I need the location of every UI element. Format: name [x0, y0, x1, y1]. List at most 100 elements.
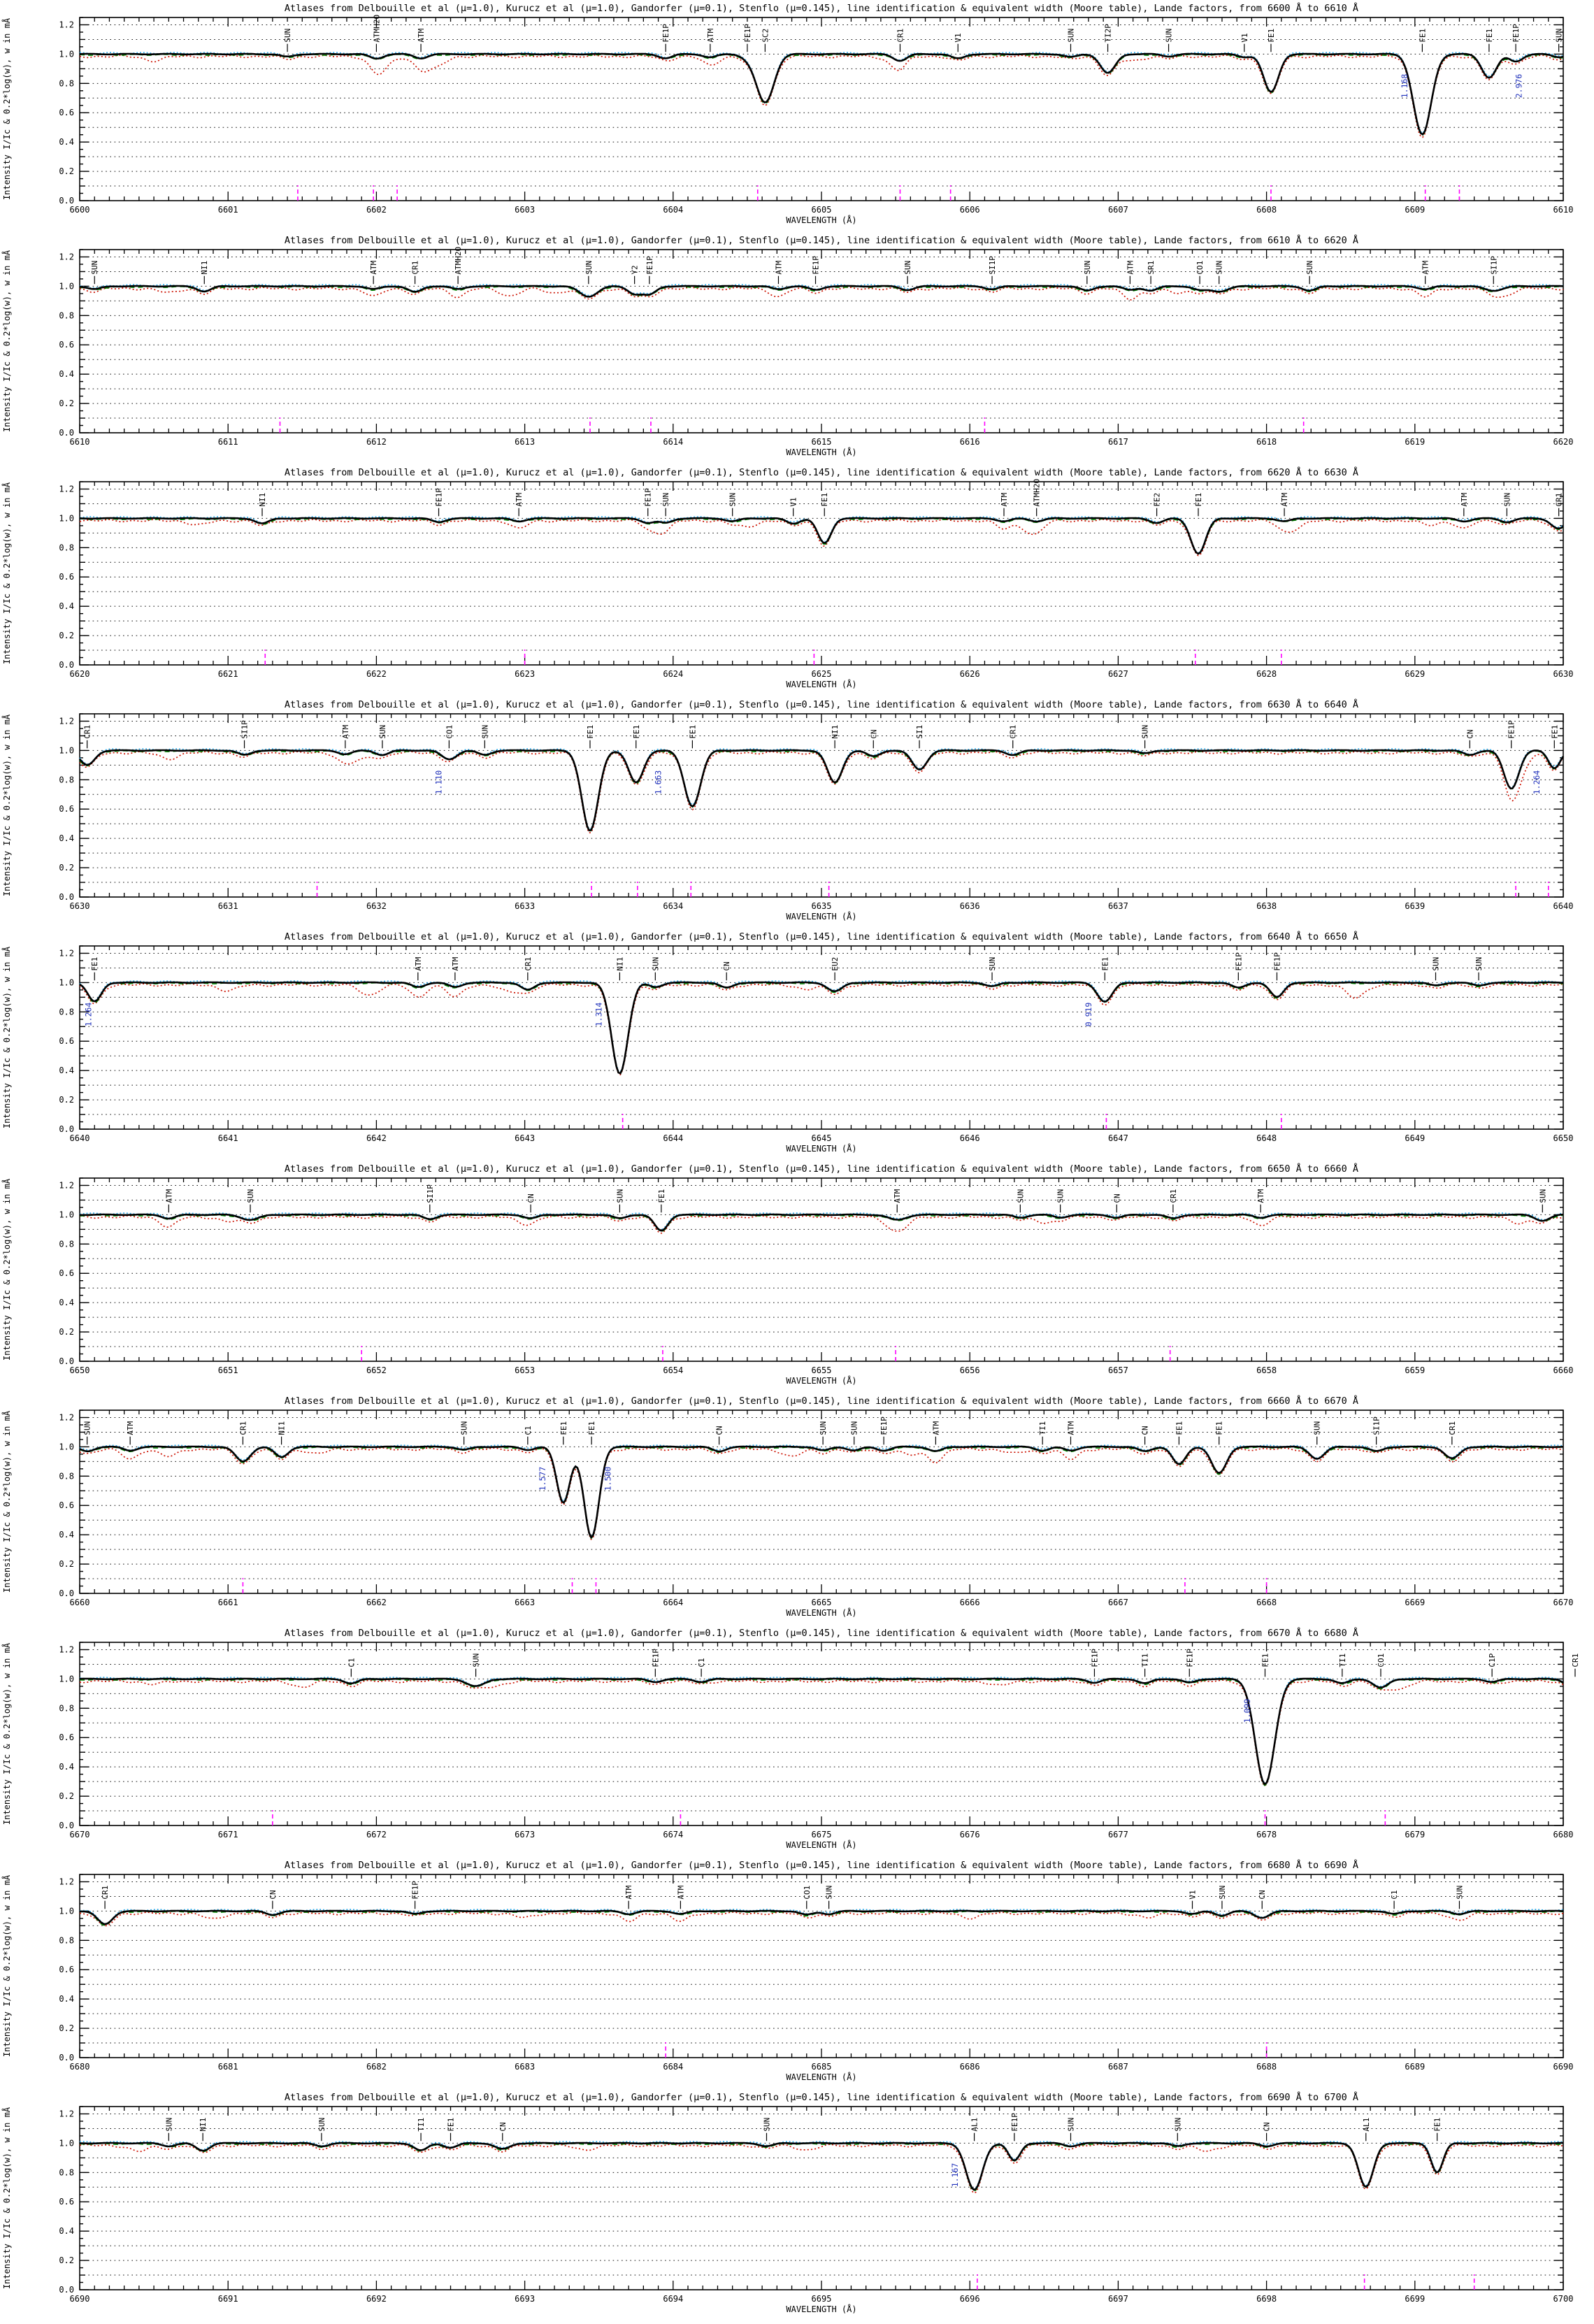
x-tick-label: 6652 [366, 1365, 387, 1375]
line-id-label: NI1 [200, 261, 209, 275]
line-id-label: CN [1263, 2122, 1272, 2131]
x-tick-label: 6672 [366, 1830, 387, 1839]
line-id-label: FE1 [1418, 29, 1427, 43]
x-tick-label: 6690 [1553, 2062, 1574, 2072]
x-tick-label: 6693 [515, 2294, 535, 2304]
line-id-label: FE1P [645, 256, 654, 275]
line-id-label: SUN [661, 493, 670, 507]
x-tick-label: 6631 [218, 901, 238, 911]
line-id-label: CN [715, 1426, 724, 1435]
spectrum-panel-6670-6680: Atlases from Delbouille et al (μ=1.0), K… [0, 1626, 1594, 1858]
y-tick-label: 0.8 [59, 310, 74, 320]
x-axis-label: WAVELENGTH (Å) [786, 1607, 856, 1618]
line-id-label: FE1P [1512, 24, 1521, 43]
line-id-label: ATM [893, 1189, 902, 1203]
x-tick-label: 6611 [218, 437, 238, 447]
line-id-label: FE1 [586, 725, 595, 739]
x-tick-label: 6607 [1108, 205, 1128, 215]
curve-atlas-green-dashed [79, 1678, 1564, 1786]
y-tick-label: 1.0 [59, 49, 74, 59]
line-id-label: SUN [762, 2118, 771, 2132]
line-id-label: SUN [1313, 1421, 1322, 1435]
line-id-label: FE1 [820, 493, 829, 507]
curve-atlas-black-solid [79, 285, 1564, 298]
line-id-label: CO1 [445, 725, 454, 739]
y-tick-label: 1.2 [59, 948, 74, 958]
line-id-label: CR1 [1169, 1189, 1178, 1203]
line-id-label: FE1 [688, 725, 697, 739]
line-id-label: SUN [1173, 2118, 1182, 2132]
x-axis-label: WAVELENGTH (Å) [786, 911, 856, 921]
line-id-label: ATM [1256, 1189, 1265, 1203]
line-id-label: ATMH2O [454, 247, 463, 275]
y-tick-label: 0.2 [59, 631, 74, 640]
line-id-label: SUN [825, 1886, 834, 1900]
y-tick-label: 0.4 [59, 601, 74, 611]
x-tick-label: 6675 [812, 1830, 832, 1839]
y-tick-label: 0.6 [59, 572, 74, 582]
y-tick-label: 0.8 [59, 2167, 74, 2177]
x-tick-label: 6617 [1108, 437, 1128, 447]
y-tick-label: 0.6 [59, 2197, 74, 2207]
line-id-label: CR1 [1448, 1421, 1457, 1435]
x-tick-label: 6665 [812, 1598, 832, 1607]
line-id-label: SR1 [1147, 261, 1156, 275]
line-id-label: FE1 [1215, 1421, 1224, 1435]
x-tick-label: 6609 [1405, 205, 1425, 215]
curve-atlas-black-solid [79, 52, 1564, 136]
spectrum-panel-6690-6700: Atlases from Delbouille et al (μ=1.0), K… [0, 2090, 1594, 2323]
line-id-label: FE1 [632, 725, 641, 739]
panel-title: Atlases from Delbouille et al (μ=1.0), K… [285, 2, 1358, 14]
curve-atlas-black-solid [79, 1213, 1564, 1232]
y-tick-label: 1.2 [59, 2109, 74, 2118]
line-id-label: ATM [774, 260, 783, 274]
equivalent-width-label: 1.500 [603, 1467, 612, 1491]
line-id-label: CO1 [803, 1886, 812, 1900]
x-axis-label: WAVELENGTH (Å) [786, 447, 856, 457]
x-tick-label: 6673 [515, 1830, 535, 1839]
spectrum-panel-6630-6640: Atlases from Delbouille et al (μ=1.0), K… [0, 698, 1594, 930]
y-axis-label: Intensity I/Ic & 0.2*log(w), w in mÅ [1, 250, 12, 432]
curve-atlas-red-dotted [79, 287, 1564, 301]
line-id-label: TI1 [1141, 1654, 1150, 1667]
curve-atlas-black-solid [79, 981, 1564, 1075]
line-id-label: Y2 [631, 265, 640, 274]
curve-atlas-black-solid [79, 749, 1565, 832]
equivalent-width-label: 2.976 [1514, 74, 1523, 99]
panel-svg-6690: Atlases from Delbouille et al (μ=1.0), K… [1, 2091, 1573, 2314]
line-id-label: FE1P [651, 1649, 660, 1667]
x-tick-label: 6688 [1256, 2062, 1277, 2072]
y-tick-label: 0.2 [59, 166, 74, 176]
x-tick-label: 6627 [1108, 669, 1128, 679]
plot-frame [79, 17, 1564, 201]
x-tick-label: 6698 [1256, 2294, 1277, 2304]
x-tick-label: 6630 [1553, 669, 1574, 679]
y-tick-label: 1.2 [59, 252, 74, 261]
line-id-label: CR1 [896, 29, 905, 43]
x-tick-label: 6648 [1256, 1133, 1277, 1143]
line-id-label: FE1 [1267, 29, 1276, 43]
line-id-label: ATM [1460, 492, 1469, 506]
line-id-label: V1 [789, 497, 798, 506]
line-id-label: SUN [1432, 957, 1441, 971]
y-tick-label: 1.2 [59, 1877, 74, 1886]
curve-atlas-green-dashed [79, 517, 1564, 555]
x-tick-label: 6638 [1256, 901, 1277, 911]
x-tick-label: 6680 [1553, 1830, 1574, 1839]
line-id-label: ATM [1066, 1421, 1075, 1435]
y-tick-label: 0.0 [59, 428, 74, 438]
line-id-label: FE1P [743, 24, 752, 43]
y-tick-label: 1.0 [59, 745, 74, 755]
line-id-label: ATMH2O [1033, 479, 1042, 507]
line-id-label: FE1P [1185, 1649, 1194, 1667]
x-tick-label: 6619 [1405, 437, 1425, 447]
line-id-label: CN [869, 729, 878, 738]
line-id-label: V1 [1240, 33, 1249, 42]
x-tick-label: 6647 [1108, 1133, 1128, 1143]
line-id-label: FE1P [1507, 720, 1516, 739]
x-tick-label: 6690 [70, 2294, 90, 2304]
curve-atlas-green-dashed [79, 1214, 1564, 1233]
line-id-label: EU2 [831, 957, 840, 971]
y-tick-label: 0.8 [59, 1703, 74, 1713]
line-id-label: SUN [1066, 2118, 1075, 2132]
